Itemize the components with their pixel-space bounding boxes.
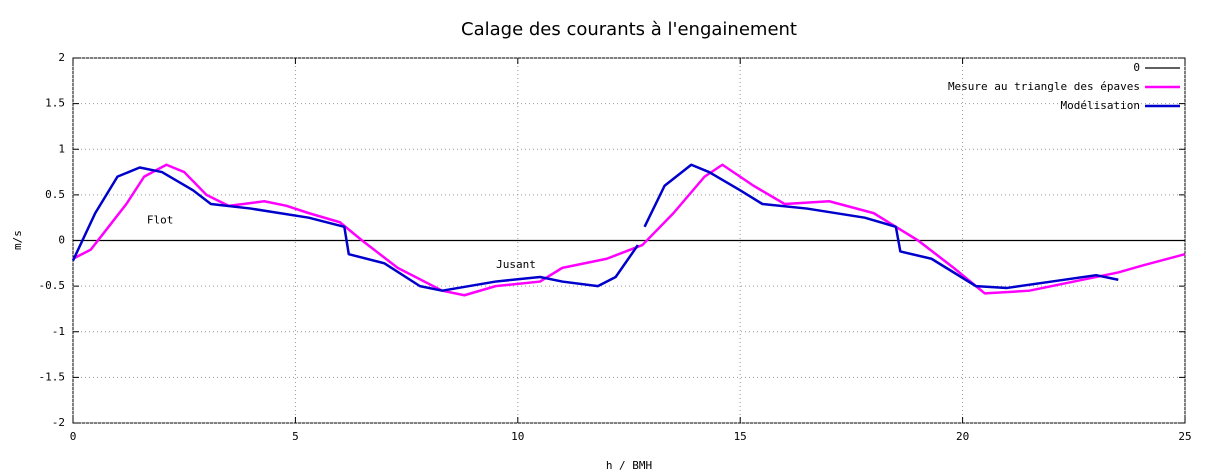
legend-label: Mesure au triangle des épaves xyxy=(948,80,1140,93)
annotation: Flot xyxy=(147,213,174,226)
x-tick-label: 10 xyxy=(511,430,524,443)
annotation: Jusant xyxy=(496,258,536,271)
series-line xyxy=(72,163,1186,297)
y-tick-label: 1.5 xyxy=(45,97,65,110)
x-tick-label: 25 xyxy=(1178,430,1191,443)
series-line xyxy=(71,166,639,292)
legend-label: 0 xyxy=(1133,61,1140,74)
x-tick-label: 15 xyxy=(734,430,747,443)
chart-title: Calage des courants à l'engainement xyxy=(461,19,797,40)
x-tick-label: 5 xyxy=(292,430,299,443)
y-tick-label: 1 xyxy=(58,142,65,155)
y-tick-label: -1 xyxy=(52,325,65,338)
y-tick-label: -2 xyxy=(52,416,65,429)
x-tick-label: 0 xyxy=(70,430,77,443)
series-line xyxy=(643,163,1119,290)
x-axis-label: h / BMH xyxy=(606,459,652,472)
y-axis-label: m/s xyxy=(11,230,24,250)
y-tick-label: 0 xyxy=(58,234,65,247)
x-tick-label: 20 xyxy=(956,430,969,443)
y-tick-label: 0.5 xyxy=(45,188,65,201)
y-tick-label: -0.5 xyxy=(39,279,66,292)
y-tick-label: 2 xyxy=(58,51,65,64)
y-tick-label: -1.5 xyxy=(39,370,66,383)
legend-label: Modélisation xyxy=(1061,99,1140,112)
